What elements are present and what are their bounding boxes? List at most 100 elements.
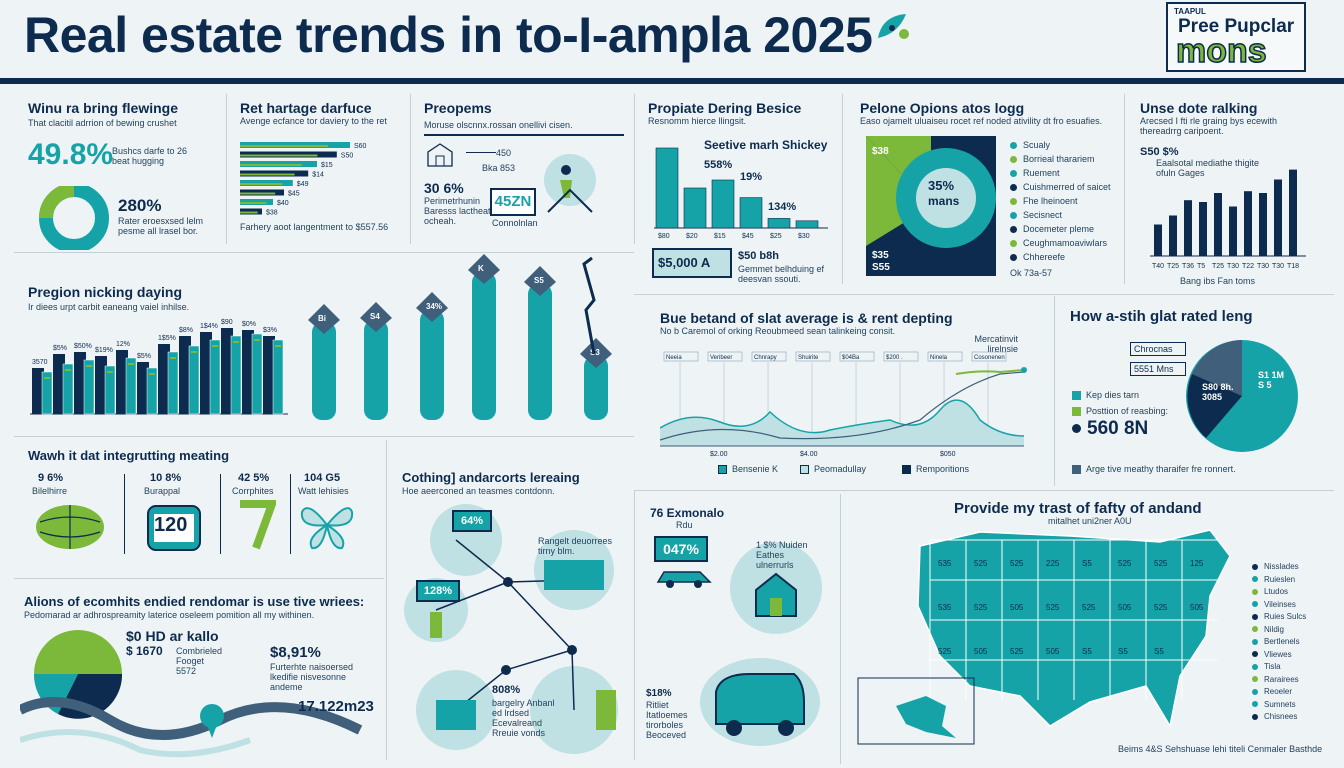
state-label: 525 <box>938 647 952 656</box>
column-label: Cosonenen <box>974 355 1005 361</box>
data-label: 19% <box>740 171 762 183</box>
panel11-stat1: $0 HD ar kallo <box>126 628 219 644</box>
panel11-stat3: $8,91% <box>270 644 321 661</box>
panel11-subtitle: Pedomarad ar adhrospreamity laterice ose… <box>24 610 315 620</box>
panel13-title: 76 Exmonalo <box>650 506 725 520</box>
divider <box>1054 296 1055 486</box>
panel7-subtitle: Ir diees urpt carbit eaneang vaiel inhil… <box>28 302 190 312</box>
panel5-corner-value2: $35 <box>872 250 889 261</box>
seven-shape-icon <box>240 500 276 550</box>
bar <box>272 339 284 415</box>
state-label: 505 <box>1010 603 1024 612</box>
panel9-legend-item: Kep dies tarn <box>1072 390 1139 401</box>
bar <box>263 336 275 414</box>
panel4-chart-title: Seetive marh Shickey <box>704 138 828 152</box>
column-label-box <box>883 351 919 362</box>
legend-item: Nildig <box>1252 625 1284 634</box>
panel12-stat2: $18% <box>646 688 672 699</box>
panel5-center-label: mans <box>928 194 960 208</box>
data-label: $5% <box>53 345 67 352</box>
legend-item: Reoeler <box>1252 687 1292 696</box>
panel6-footer: Bang ibs Fan toms <box>1180 276 1256 286</box>
panel3-stat-note: Perimetrhunin Baresss lactheatin ocheah. <box>424 196 498 226</box>
data-label: 34% <box>426 302 442 311</box>
bar <box>1244 191 1252 256</box>
panel14-subtitle: mitalhet uni2ner A0U <box>1048 516 1132 526</box>
panel11-stat2: $ 1670 <box>126 644 163 658</box>
panel11-stat4: 17.122m23 <box>298 698 374 715</box>
divider <box>1124 94 1125 284</box>
panel3-badge: 45ZN <box>490 188 536 216</box>
us-map: 535 525 525 225 S5 525 525 125 535 525 505 525 525 50… <box>917 529 1231 729</box>
data-label: $3% <box>263 327 277 334</box>
panel1-title: Winu ra bring flewinge <box>28 100 178 116</box>
certificate-icon <box>147 505 201 551</box>
bar <box>167 351 179 415</box>
panel14-title: Provide my trast of fafty of andand <box>954 500 1202 517</box>
tick-label: T18 <box>1287 263 1299 270</box>
tick-label: $80 <box>658 233 670 240</box>
bar <box>1289 169 1297 256</box>
cylinder-bar <box>420 310 444 420</box>
panel9-footer: Arge tive meathy tharaifer fre ronnert. <box>1072 464 1236 475</box>
panel9-title: How a-stih glat rated leng <box>1070 308 1253 325</box>
panel1-stat2-note: Rater eroesxsed lelm pesme all lrasel bo… <box>118 216 204 236</box>
panel5-footer: Ok 73a-57 <box>1010 268 1053 278</box>
stat-label: Watt lehisies <box>298 486 349 496</box>
divider <box>226 94 227 244</box>
divider <box>410 94 411 244</box>
bar <box>158 344 170 414</box>
leaf-icon <box>878 14 909 39</box>
legend-item: Remporitions <box>902 464 969 475</box>
cylinder-bar <box>528 284 552 420</box>
cylinder-cap <box>308 304 340 334</box>
panel12-stat2-note: Ritliet Itatloemes tirorboles Beoceved <box>646 700 688 740</box>
legend-item: Chisnees <box>1252 712 1297 721</box>
column-label: Shuirite <box>798 355 819 361</box>
grouped-bar-chart: 3570 $5% $50%$19%12% $5% 1$5%$8% 1$4%$90 $0% $3… <box>30 319 288 415</box>
legend-item: Docemeter pleme <box>1010 224 1094 234</box>
column-label-box <box>663 351 699 362</box>
panel6-stat: S50 $% <box>1140 146 1179 158</box>
house-icon <box>730 542 822 634</box>
page-title: Real estate trends in to-I-ampla 2025 <box>24 7 873 63</box>
bar-label: $45 <box>288 191 300 198</box>
globe-icon <box>36 505 104 549</box>
bar <box>179 336 191 414</box>
data-label: $5% <box>137 353 151 360</box>
panel3-stat: 30 6% <box>424 180 464 196</box>
wave-path-illustration <box>20 697 363 758</box>
cylinder-bar <box>364 320 388 420</box>
bar <box>795 220 819 229</box>
panel3-subtitle: Moruse olscnnx.rossan onellivi cisen. <box>424 120 573 130</box>
bar <box>1259 193 1267 256</box>
state-label: 505 <box>974 647 988 656</box>
data-label: $19% <box>95 347 113 354</box>
state-label: S5 <box>1082 647 1092 656</box>
panel6-subtitle: Arecsed I fti rle graing bys ecewith the… <box>1140 116 1278 136</box>
column-label-box <box>795 351 831 362</box>
bar <box>53 354 65 414</box>
divider <box>14 252 634 253</box>
panel11-stat2-note: Combrieled Fooget 5572 <box>176 646 223 676</box>
divider <box>634 94 635 244</box>
panel12-stat1: 808% <box>492 684 521 696</box>
state-label: 505 <box>1118 603 1132 612</box>
state-label: 525 <box>974 603 988 612</box>
state-label: S5 <box>1154 647 1164 656</box>
cylinder-bar <box>584 356 608 420</box>
data-label: $8% <box>179 327 193 334</box>
bar-label: S60 <box>354 143 367 150</box>
line-series <box>660 371 1025 441</box>
state-label: 525 <box>1154 559 1168 568</box>
house-sketch-icon <box>427 143 453 167</box>
data-label: $50% <box>74 343 92 350</box>
panel4-badge-note: $50 b8h <box>738 250 779 262</box>
tick-label: T25 <box>1212 263 1224 270</box>
bar-label: $49 <box>297 181 309 188</box>
brand-logo: TAAPUL Pree Pupclar mons <box>1166 2 1306 72</box>
column-label-box <box>927 351 963 362</box>
area-series <box>660 400 1024 446</box>
column-label: Chnrapy <box>754 355 777 361</box>
bar <box>83 359 95 415</box>
